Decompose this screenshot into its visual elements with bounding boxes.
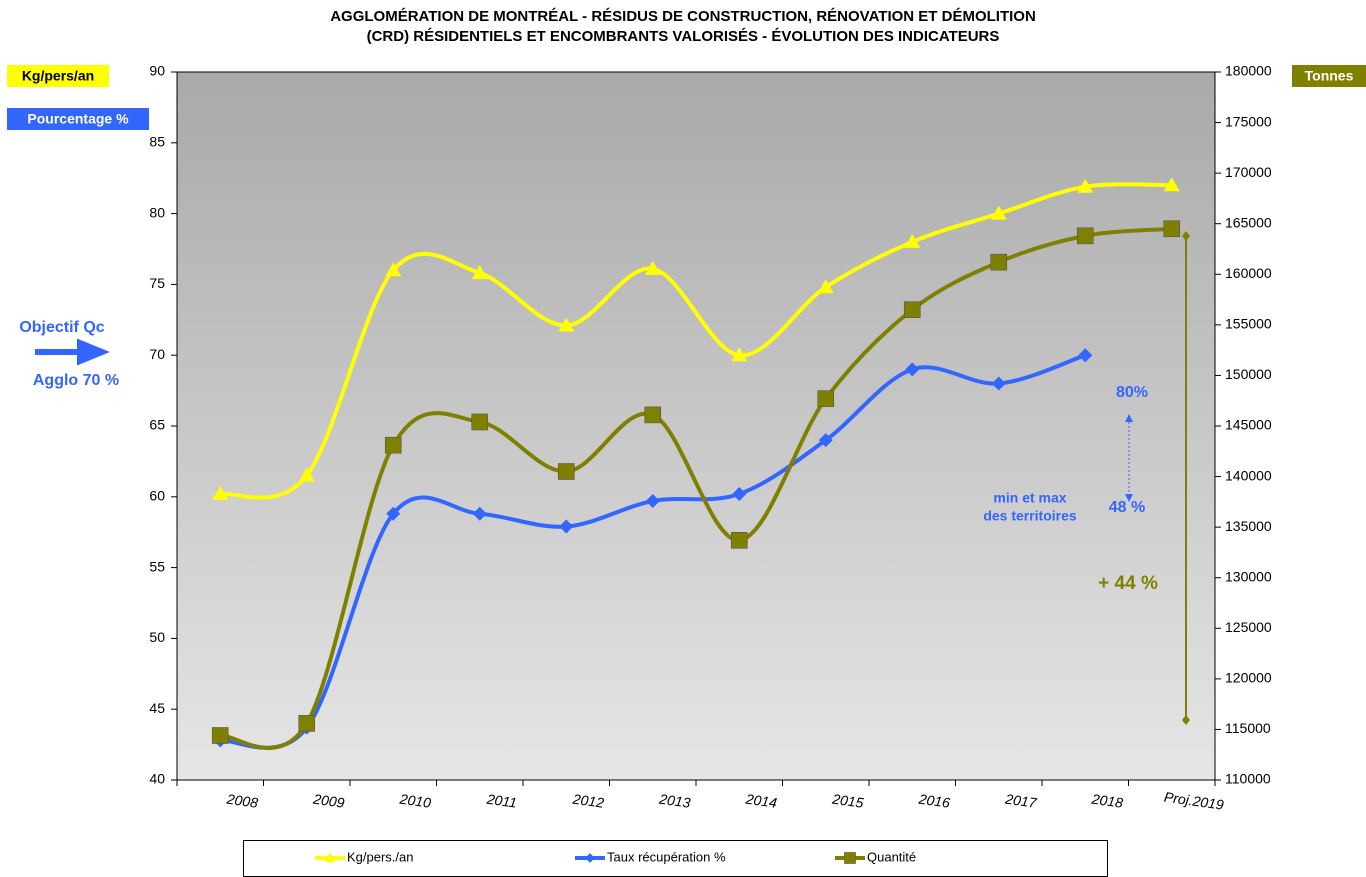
plot-area [176, 71, 1216, 781]
data-point [1163, 220, 1181, 238]
y2-tick-label: 145000 [1225, 417, 1272, 433]
data-point [472, 506, 487, 521]
x-tick-label: 2008 [225, 790, 259, 810]
data-point [559, 519, 574, 534]
data-point [645, 494, 660, 509]
data-point [298, 715, 316, 732]
y2-label-box [1292, 65, 1366, 87]
data-point [1077, 178, 1094, 193]
data-point [386, 506, 401, 521]
y2-tick-label: 150000 [1225, 366, 1272, 382]
data-point [644, 406, 662, 424]
y-tick-label: 85 [149, 134, 165, 150]
data-point [903, 301, 921, 318]
data-point [905, 362, 920, 377]
chart-subtitle: (CRD) RÉSIDENTIELS ET ENCOMBRANTS VALORI… [367, 28, 1000, 45]
data-point [557, 463, 575, 480]
y2-tick-label: 135000 [1225, 518, 1272, 534]
data-point [212, 485, 229, 500]
legend-label: Taux récupération % [607, 849, 726, 864]
y-axis-label-2: Pourcentage % [27, 111, 129, 127]
y2-axis-label: Tonnes [1305, 68, 1354, 84]
y-axis-label: Kg/pers/an [22, 68, 94, 84]
data-point [385, 262, 402, 277]
arrow [35, 338, 110, 366]
data-point [817, 390, 835, 407]
series-line [219, 353, 1086, 750]
annotation: 80% [1116, 384, 1148, 401]
y2-tick-label: 115000 [1225, 720, 1271, 736]
chart-title: AGGLOMÉRATION DE MONTRÉAL - RÉSIDUS DE C… [330, 8, 1036, 25]
y-tick-label: 40 [149, 771, 165, 787]
legend-label: Quantité [867, 849, 916, 864]
y2-tick-label: 175000 [1225, 113, 1272, 129]
annotation: Objectif Qc [19, 319, 104, 336]
y2-tick-label: 165000 [1225, 214, 1272, 230]
x-tick-label: 2009 [311, 790, 345, 810]
x-tick-label: 2018 [1090, 790, 1124, 810]
data-point [990, 253, 1008, 271]
data-point [730, 531, 748, 549]
annotation: min et max [993, 490, 1066, 506]
y-tick-label: 65 [149, 417, 165, 433]
x-tick-label: 2011 [485, 791, 518, 811]
x-tick-label: Proj.2019 [1163, 789, 1225, 813]
y-label2-box [7, 108, 149, 130]
y-tick-label: 75 [149, 275, 165, 291]
data-point [1076, 227, 1094, 245]
annotation: des territoires [983, 508, 1077, 524]
data-point [211, 727, 229, 744]
series-line [219, 226, 1172, 750]
y2-tick-label: 140000 [1225, 467, 1272, 483]
x-tick-label: 2012 [571, 790, 605, 810]
data-point [817, 279, 834, 294]
data-point [471, 265, 488, 280]
y-tick-label: 50 [149, 629, 165, 645]
x-tick-label: 2015 [830, 790, 864, 810]
y2-tick-label: 180000 [1225, 63, 1272, 79]
y2-tick-label: 170000 [1225, 164, 1272, 180]
data-point [471, 413, 489, 431]
x-tick-label: 2010 [398, 790, 432, 810]
legend-marker [324, 852, 336, 863]
y-label-box [7, 65, 109, 87]
data-point [644, 260, 661, 275]
data-point [298, 467, 315, 482]
legend [243, 840, 1108, 877]
y2-tick-label: 110000 [1225, 771, 1271, 787]
y-tick-label: 80 [149, 204, 165, 220]
data-point [904, 233, 921, 248]
data-point [732, 486, 747, 501]
y-tick-label: 70 [149, 346, 165, 362]
y2-tick-label: 120000 [1225, 670, 1272, 686]
x-tick-label: 2016 [917, 790, 951, 810]
legend-marker [844, 852, 856, 864]
y-tick-label: 90 [149, 63, 165, 79]
annotation: 48 % [1109, 499, 1145, 516]
data-point [558, 317, 575, 332]
data-point [731, 347, 748, 362]
legend-label: Kg/pers./an [347, 849, 414, 864]
y2-tick-label: 125000 [1225, 619, 1272, 635]
y-tick-label: 60 [149, 488, 165, 504]
data-point [1078, 348, 1093, 363]
data-point [818, 433, 833, 448]
y2-tick-label: 155000 [1225, 316, 1272, 332]
data-point [990, 205, 1007, 220]
y-tick-label: 45 [149, 700, 165, 716]
y-tick-label: 55 [149, 558, 165, 574]
x-tick-label: 2014 [744, 790, 778, 810]
y2-tick-label: 160000 [1225, 265, 1272, 281]
annotation: + 44 % [1098, 573, 1158, 594]
x-tick-label: 2017 [1003, 790, 1038, 810]
x-tick-label: 2013 [657, 790, 691, 810]
y2-tick-label: 130000 [1225, 568, 1272, 584]
legend-marker [585, 853, 595, 863]
data-point [1163, 177, 1180, 192]
annotation: Agglo 70 % [33, 372, 119, 389]
data-point [991, 376, 1006, 391]
data-point [384, 436, 402, 454]
